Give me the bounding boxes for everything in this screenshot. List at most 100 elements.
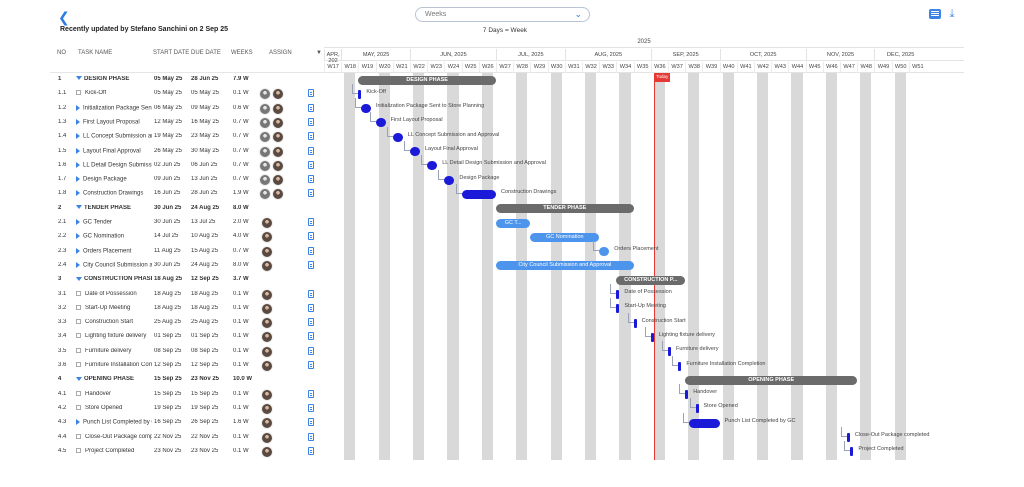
document-icon[interactable] xyxy=(308,260,314,269)
avatar[interactable] xyxy=(261,445,273,458)
task-checkbox[interactable] xyxy=(76,90,81,96)
task-row[interactable]: 4.3 Punch List Completed by GC16 Sep 25 26… xyxy=(50,416,320,430)
document-icon[interactable] xyxy=(308,303,316,313)
task-row[interactable]: 3.5 Furniture delivery 08 Sep 25 08 Sep 25 0… xyxy=(50,345,320,359)
task-bar[interactable] xyxy=(358,89,362,99)
document-icon[interactable] xyxy=(308,318,314,327)
avatar[interactable] xyxy=(261,402,273,415)
document-icon[interactable] xyxy=(308,289,316,299)
avatar[interactable] xyxy=(259,159,271,172)
task-checkbox[interactable] xyxy=(76,447,81,453)
task-name[interactable]: City Council Submission and Approval xyxy=(76,261,152,268)
document-icon[interactable] xyxy=(308,246,316,256)
task-name[interactable]: GC Tender xyxy=(76,219,152,226)
task-row[interactable]: 2.1 GC Tender 30 Jun 25 13 Jul 25 2.0 W xyxy=(50,216,320,230)
task-row[interactable]: 2.2 GC Nomination 14 Jul 25 10 Aug 25 4.0 W xyxy=(50,230,320,244)
avatar[interactable] xyxy=(272,102,284,115)
download-icon[interactable]: ⤓ xyxy=(949,8,955,20)
document-icon[interactable] xyxy=(308,146,314,155)
task-row[interactable]: 4.1 Handover 15 Sep 25 15 Sep 25 0.1 W xyxy=(50,388,320,402)
task-bar[interactable] xyxy=(685,390,689,400)
avatar[interactable] xyxy=(272,88,284,101)
document-icon[interactable] xyxy=(308,89,316,98)
play-arrow-icon[interactable] xyxy=(76,261,80,268)
task-row[interactable]: 2.4 City Council Submission and Approval3… xyxy=(50,259,320,273)
task-row[interactable]: 4.2 Store Opened 19 Sep 25 19 Sep 25 0.1 W xyxy=(50,402,320,416)
task-bar[interactable] xyxy=(846,433,850,442)
document-icon[interactable] xyxy=(308,318,316,327)
task-row[interactable]: 1.5 Layout Final Approval 26 May 25 30 May … xyxy=(50,145,320,159)
document-icon[interactable] xyxy=(308,389,316,399)
phase-row[interactable]: 4 OPENING PHASE 15 Sep 25 23 Nov 25 10.0 W xyxy=(50,373,320,387)
task-bar[interactable] xyxy=(688,418,720,428)
task-row[interactable]: 1.8 Construction Drawings 16 Jun 25 28 Jun … xyxy=(50,187,320,201)
document-icon[interactable] xyxy=(308,160,314,169)
document-icon[interactable] xyxy=(308,117,316,127)
document-icon[interactable] xyxy=(308,332,316,341)
document-icon[interactable] xyxy=(308,103,314,112)
task-checkbox[interactable] xyxy=(76,290,81,296)
phase-row[interactable]: 2 TENDER PHASE 30 Jun 25 24 Aug 25 8.0 W xyxy=(50,202,320,216)
task-name[interactable]: Lighting fixture delivery xyxy=(76,333,152,339)
task-name[interactable]: CONSTRUCTION PHASE xyxy=(76,276,152,282)
task-bar[interactable] xyxy=(599,247,610,257)
task-row[interactable]: 1.3 First Layout Proposal 12 May 25 16 May … xyxy=(50,116,320,130)
document-icon[interactable] xyxy=(308,132,314,141)
task-bar[interactable] xyxy=(850,447,854,457)
task-name[interactable]: Layout Final Approval xyxy=(76,147,152,154)
expand-caret-icon[interactable] xyxy=(76,276,82,281)
task-name[interactable]: Date of Possession xyxy=(76,290,152,297)
task-row[interactable]: 3.4 Lighting fixture delivery 01 Sep 25 01 … xyxy=(50,330,320,344)
avatar[interactable] xyxy=(272,116,284,129)
phase-bar[interactable]: CONSTRUCTION P... xyxy=(616,275,686,285)
task-bar[interactable]: GC T... xyxy=(496,218,531,228)
avatar[interactable] xyxy=(259,145,271,158)
task-bar[interactable] xyxy=(461,189,496,199)
task-name[interactable]: First Layout Proposal xyxy=(76,118,152,125)
avatar[interactable] xyxy=(261,259,273,272)
avatar[interactable] xyxy=(272,131,284,144)
task-bar[interactable] xyxy=(633,318,637,328)
task-row[interactable]: 1.7 Design Package 09 Jun 25 13 Jun 25 0.7 W xyxy=(50,173,320,187)
expand-caret-icon[interactable] xyxy=(76,205,82,210)
task-name[interactable]: Handover xyxy=(76,390,152,397)
document-icon[interactable] xyxy=(308,446,314,455)
document-icon[interactable] xyxy=(308,189,316,198)
task-row[interactable]: 1.2 Initialization Package Sent to Store … xyxy=(50,102,320,116)
task-name[interactable]: Start-Up Meeting xyxy=(76,304,152,311)
play-arrow-icon[interactable] xyxy=(76,176,80,183)
task-row[interactable]: 4.5 Project Completed 23 Nov 25 23 Nov 25 0.… xyxy=(50,445,320,459)
avatar[interactable] xyxy=(259,116,271,129)
avatar[interactable] xyxy=(259,102,271,115)
avatar[interactable] xyxy=(261,417,273,430)
document-icon[interactable] xyxy=(308,361,316,370)
task-bar[interactable] xyxy=(650,332,654,342)
task-name[interactable]: LL Concept Submission and Approval xyxy=(76,133,152,140)
document-icon[interactable] xyxy=(308,103,316,113)
task-name[interactable]: LL Detail Design Submission and Approval xyxy=(76,161,152,168)
avatar[interactable] xyxy=(261,317,273,330)
avatar[interactable] xyxy=(272,159,284,172)
task-bar[interactable] xyxy=(695,404,699,414)
task-checkbox[interactable] xyxy=(76,347,81,353)
task-checkbox[interactable] xyxy=(76,362,81,367)
task-row[interactable]: 1.6 LL Detail Design Submission and Appro… xyxy=(50,159,320,173)
task-name[interactable]: Orders Placement xyxy=(76,247,152,254)
document-icon[interactable] xyxy=(308,132,316,141)
avatar[interactable] xyxy=(261,331,273,344)
play-arrow-icon[interactable] xyxy=(76,118,80,125)
play-arrow-icon[interactable] xyxy=(76,161,80,168)
document-icon[interactable] xyxy=(308,189,314,198)
task-row[interactable]: 3.3 Construction Start 25 Aug 25 25 Aug 25 0… xyxy=(50,316,320,330)
document-icon[interactable] xyxy=(308,260,316,270)
view-select[interactable]: Weeks ⌄ xyxy=(415,7,590,22)
document-icon[interactable] xyxy=(308,218,314,226)
avatar[interactable] xyxy=(272,145,284,158)
avatar[interactable] xyxy=(261,217,273,229)
task-bar[interactable]: City Council Submission and Approval xyxy=(496,261,634,271)
play-arrow-icon[interactable] xyxy=(76,104,80,111)
document-icon[interactable] xyxy=(308,117,314,126)
avatar[interactable] xyxy=(261,231,273,244)
phase-row[interactable]: 1 DESIGN PHASE 05 May 25 28 Jun 25 7.9 W xyxy=(50,73,320,87)
